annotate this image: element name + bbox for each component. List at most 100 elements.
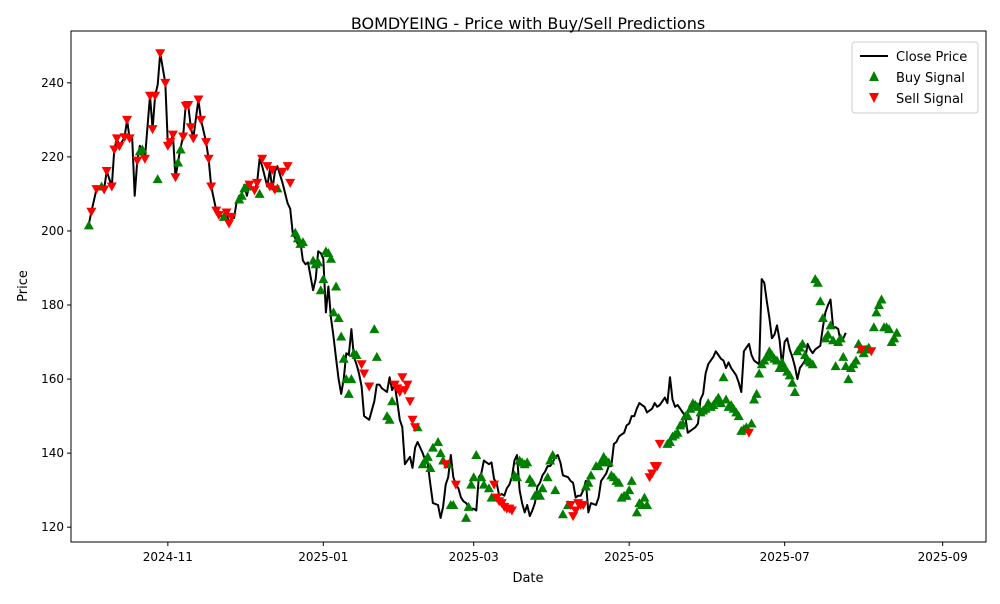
- buy-signal-marker: [751, 388, 762, 398]
- y-axis: 120 140 160 180 200 220 240: [41, 76, 71, 534]
- buy-signal-marker: [626, 475, 637, 485]
- y-tick-label: 140: [41, 446, 64, 460]
- sell-signal-marker: [866, 347, 877, 357]
- buy-signal-marker: [468, 472, 479, 482]
- y-tick-label: 180: [41, 298, 64, 312]
- sell-signal-marker: [257, 154, 268, 164]
- buy-signal-marker: [817, 312, 828, 322]
- sell-signal-marker: [450, 480, 461, 490]
- x-tick-label: 2025-07: [760, 550, 810, 564]
- legend-buy-swatch: [869, 71, 879, 81]
- sell-signal-marker: [359, 369, 370, 379]
- buy-signal-marker: [825, 320, 836, 330]
- sell-signal-marker: [570, 506, 581, 516]
- buy-signal-marker: [478, 479, 489, 489]
- sell-signal-marker: [578, 500, 589, 510]
- buy-signal-marker: [603, 457, 614, 467]
- sell-signal-marker: [402, 380, 413, 390]
- buy-signal-marker: [815, 296, 826, 306]
- buy-signal-marker: [328, 307, 339, 317]
- buy-signal-marker: [463, 501, 474, 511]
- sell-signal-marker: [654, 439, 665, 449]
- legend: Close Price Buy Signal Sell Signal: [851, 41, 979, 114]
- buy-signal-marker: [325, 253, 336, 263]
- legend-buy-label: Buy Signal: [896, 71, 965, 86]
- sell-signal-marker: [440, 460, 451, 470]
- buy-signal-marker: [471, 449, 482, 459]
- buy-signal-marker: [718, 372, 729, 382]
- buy-signal-marker: [542, 472, 553, 482]
- sell-signal-marker: [150, 91, 161, 101]
- sell-signal-marker: [91, 185, 102, 195]
- sell-signal-marker: [404, 397, 415, 407]
- buy-signal-marker: [537, 483, 548, 493]
- sell-signal-marker: [397, 373, 408, 383]
- buy-signal-marker: [868, 322, 879, 332]
- buy-signal-marker: [754, 368, 765, 378]
- axes-frame: [70, 30, 987, 543]
- buy-signal-marker: [789, 387, 800, 397]
- buy-signal-marker: [313, 257, 324, 267]
- buy-signal-marker: [812, 277, 823, 287]
- buy-signal-marker: [522, 457, 533, 467]
- sell-signal-marker: [264, 182, 275, 192]
- buy-signal-marker: [346, 374, 357, 384]
- buy-signal-marker: [871, 307, 882, 317]
- buy-signal-marker: [642, 499, 653, 509]
- buy-signal-marker: [333, 312, 344, 322]
- sell-signal-marker: [206, 182, 217, 192]
- buy-signal-marker: [807, 359, 818, 369]
- legend-sell-label: Sell Signal: [896, 92, 964, 107]
- sell-signal-marker: [267, 165, 278, 175]
- buy-signal-marker: [236, 190, 247, 200]
- y-axis-label: Price: [16, 270, 31, 302]
- buy-signal-marker: [331, 281, 342, 291]
- buy-signal-marker: [715, 398, 726, 408]
- buy-signal-marker: [152, 174, 163, 184]
- buy-signal-marker: [371, 351, 382, 361]
- buy-signal-marker: [664, 437, 675, 447]
- sell-signal-marker: [178, 132, 189, 142]
- x-tick-label: 2025-03: [449, 550, 499, 564]
- buy-signal-marker: [685, 403, 696, 413]
- legend-sell-swatch: [869, 93, 879, 103]
- sell-signal-marker: [185, 123, 196, 133]
- buy-signal-marker: [351, 350, 362, 360]
- sell-signal-marker: [364, 382, 375, 392]
- sell-signal-marker: [743, 428, 754, 438]
- sell-signal-marker: [165, 138, 176, 148]
- sell-signal-marker: [652, 462, 663, 472]
- sell-signal-marker: [244, 180, 255, 190]
- sell-signal-marker: [132, 156, 143, 166]
- buy-signal-marker: [835, 333, 846, 343]
- y-tick-label: 160: [41, 372, 64, 386]
- buy-signal-marker: [884, 324, 895, 334]
- buy-signal-marker: [448, 499, 459, 509]
- sell-signal-marker: [109, 145, 120, 155]
- buy-signal-marker: [891, 327, 902, 337]
- buy-signal-marker: [876, 294, 887, 304]
- buy-signal-marker: [583, 477, 594, 487]
- sell-signal-marker: [506, 506, 517, 516]
- sell-signal-marker: [262, 162, 273, 172]
- x-tick-label: 2025-01: [298, 550, 348, 564]
- buy-signal-marker: [851, 355, 862, 365]
- buy-signal-marker: [297, 237, 308, 247]
- buy-signal-marker: [336, 331, 347, 341]
- sell-signal-marker: [114, 142, 125, 152]
- sell-signal-marker: [101, 166, 112, 176]
- sell-signal-marker: [249, 186, 260, 196]
- buy-signal-marker: [733, 411, 744, 421]
- buy-signal-marker: [433, 437, 444, 447]
- x-tick-label: 2024-11: [143, 550, 193, 564]
- buy-signal-marker: [672, 427, 683, 437]
- buy-signal-marker: [315, 285, 326, 295]
- x-axis-label: Date: [512, 571, 543, 586]
- buy-signal-marker: [749, 394, 760, 404]
- sell-signal-marker: [106, 182, 117, 192]
- buy-signal-marker: [545, 455, 556, 465]
- sell-signal-marker: [147, 125, 158, 135]
- buy-signal-marker: [175, 144, 186, 154]
